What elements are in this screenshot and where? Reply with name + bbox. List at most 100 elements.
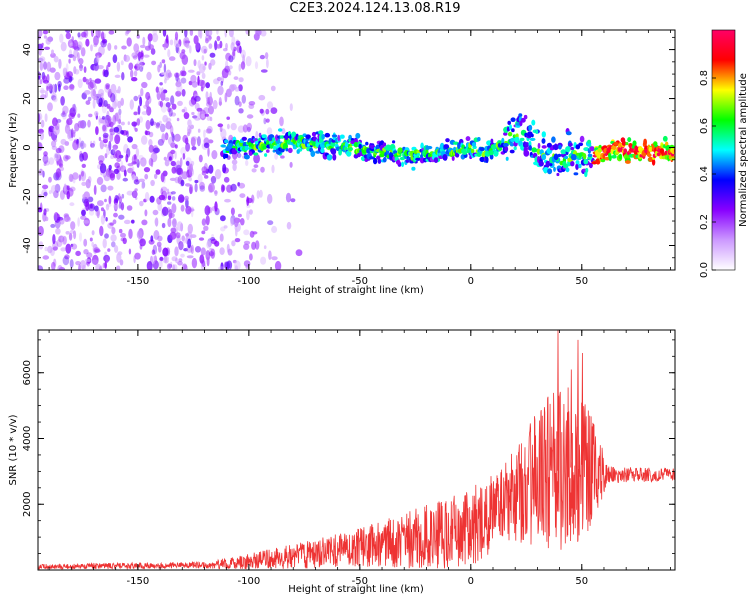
noise-blob: [166, 188, 170, 195]
band-blob: [489, 153, 494, 160]
noise-blob: [114, 74, 121, 79]
band-blob: [479, 147, 485, 152]
noise-blob: [181, 235, 185, 242]
noise-blob: [121, 45, 127, 50]
band-blob: [261, 134, 267, 139]
noise-blob: [68, 58, 71, 64]
noise-blob: [201, 230, 206, 235]
band-blob: [553, 166, 556, 172]
noise-blob: [199, 254, 205, 264]
band-blob: [625, 160, 631, 164]
noise-blob: [53, 212, 58, 222]
noise-blob: [150, 256, 156, 265]
noise-blob: [174, 31, 179, 41]
noise-blob: [190, 137, 196, 147]
band-blob: [618, 148, 622, 152]
band-blob: [491, 144, 498, 150]
band-blob: [305, 134, 311, 139]
band-blob: [570, 161, 575, 167]
noise-blob: [270, 107, 278, 114]
noise-blob: [52, 83, 55, 94]
noise-blob: [286, 221, 292, 230]
noise-blob: [56, 239, 63, 248]
noise-blob: [234, 95, 240, 106]
noise-blob: [228, 70, 232, 76]
noise-blob: [38, 112, 43, 121]
noise-blob: [112, 100, 117, 110]
noise-blob: [108, 164, 112, 170]
noise-blob: [109, 222, 115, 226]
band-blob: [613, 141, 619, 146]
noise-blob: [160, 186, 168, 192]
noise-blob: [174, 144, 178, 149]
noise-blob: [212, 99, 218, 110]
noise-blob: [175, 72, 179, 82]
noise-blob: [210, 248, 216, 259]
noise-blob: [194, 246, 202, 253]
noise-blob: [162, 114, 169, 123]
noise-blob: [62, 236, 67, 245]
band-blob: [318, 130, 324, 135]
noise-blob: [117, 251, 123, 256]
noise-blob: [87, 81, 94, 90]
noise-blob: [100, 215, 105, 225]
noise-blob: [213, 190, 218, 195]
noise-blob: [109, 133, 114, 142]
band-blob: [311, 131, 317, 137]
noise-blob: [90, 44, 93, 52]
noise-blob: [219, 233, 224, 242]
noise-blob: [167, 191, 173, 196]
noise-blob: [53, 152, 61, 162]
noise-blob: [196, 71, 201, 76]
noise-blob: [38, 225, 44, 237]
noise-blob: [133, 179, 140, 185]
colorbar-frame: [711, 29, 736, 271]
noise-blob: [171, 103, 177, 110]
noise-blob: [103, 174, 111, 182]
noise-blob: [93, 35, 99, 46]
noise-blob: [146, 71, 152, 81]
noise-blob: [107, 42, 112, 52]
noise-blob: [66, 71, 74, 78]
noise-blob: [206, 30, 213, 37]
noise-blob: [207, 146, 210, 157]
noise-blob: [89, 237, 93, 242]
y-tick-label: 2000: [22, 492, 33, 517]
noise-blob: [42, 184, 49, 190]
noise-blob: [84, 258, 91, 263]
noise-blob: [83, 217, 90, 227]
noise-blob: [201, 72, 206, 79]
noise-blob: [133, 153, 137, 164]
band-blob: [416, 152, 420, 157]
band-blob: [344, 141, 349, 148]
noise-blob: [43, 61, 48, 70]
band-blob: [365, 141, 369, 146]
noise-blob: [143, 167, 151, 173]
noise-blob: [108, 140, 112, 151]
noise-blob: [100, 31, 105, 41]
noise-blob: [189, 30, 194, 36]
noise-blob: [122, 177, 128, 182]
noise-blob: [156, 241, 162, 247]
noise-blob: [127, 121, 130, 126]
band-blob: [627, 137, 632, 143]
noise-blob: [187, 238, 192, 249]
noise-blob: [99, 266, 102, 270]
noise-blob: [83, 66, 87, 73]
noise-blob: [162, 247, 169, 257]
noise-blob: [44, 46, 50, 50]
noise-blob: [102, 132, 109, 139]
noise-blob: [208, 251, 215, 257]
noise-blob: [58, 235, 65, 243]
band-blob: [244, 145, 249, 151]
noise-blob: [68, 54, 75, 58]
noise-blob: [75, 261, 81, 266]
noise-blob: [42, 30, 49, 35]
noise-blob: [51, 261, 56, 270]
noise-blob: [68, 173, 74, 182]
noise-blob: [137, 52, 144, 58]
band-blob: [505, 156, 509, 161]
noise-blob: [205, 215, 210, 226]
noise-blob: [131, 161, 137, 165]
noise-blob: [45, 37, 52, 45]
